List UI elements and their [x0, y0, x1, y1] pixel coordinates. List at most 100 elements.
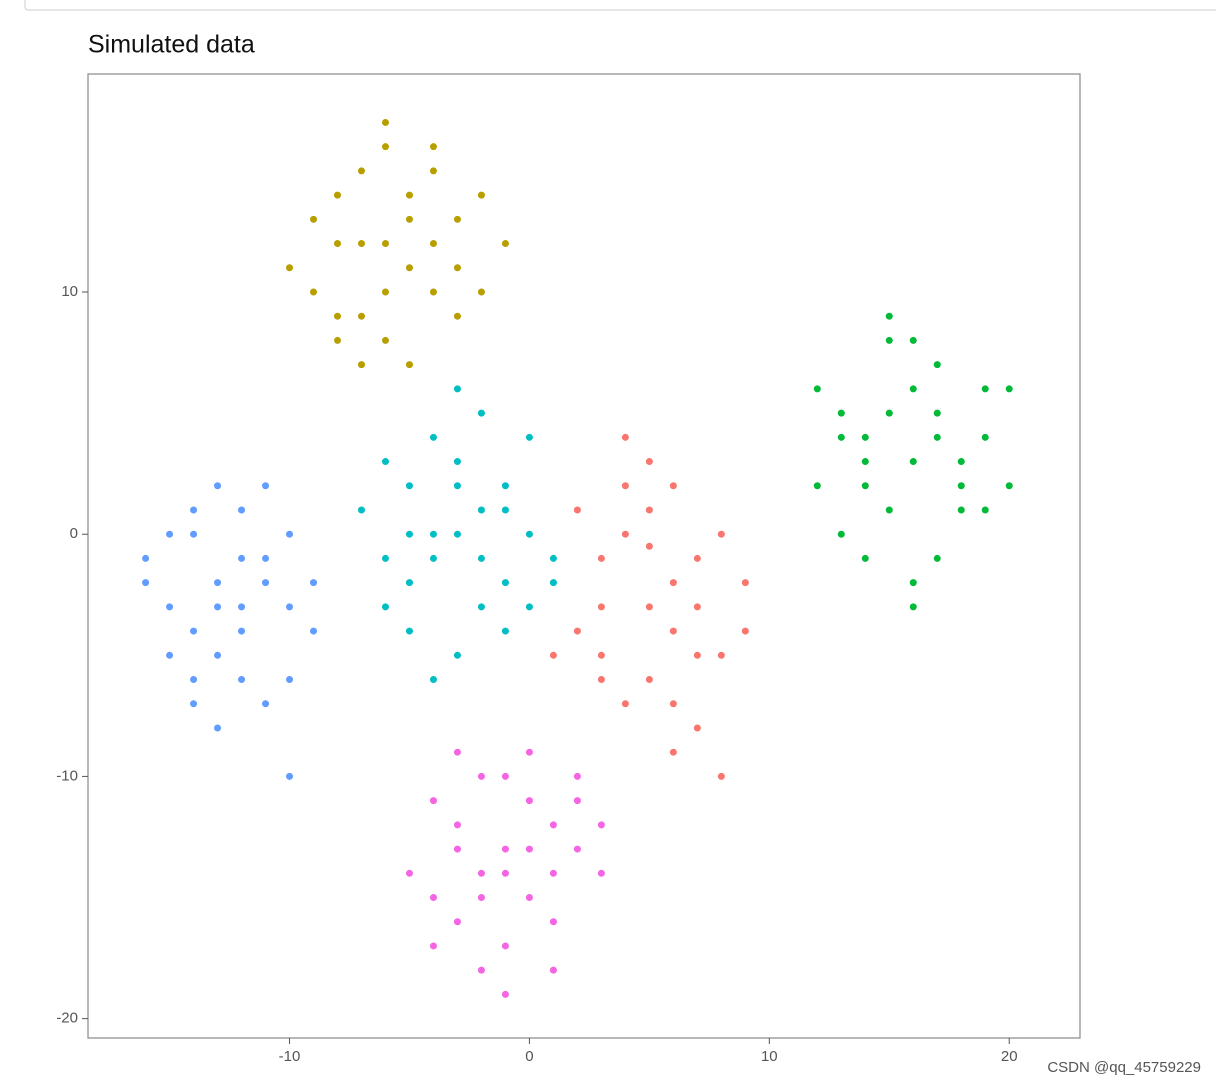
point: [933, 361, 941, 369]
point: [429, 676, 437, 684]
point: [405, 627, 413, 635]
point: [501, 772, 509, 780]
point: [525, 603, 533, 611]
point: [549, 821, 557, 829]
point: [190, 627, 198, 635]
point: [333, 336, 341, 344]
point: [861, 482, 869, 490]
x-tick-label: 10: [761, 1048, 778, 1065]
point: [477, 409, 485, 417]
point: [477, 506, 485, 514]
point: [286, 264, 294, 272]
point: [573, 627, 581, 635]
point: [166, 530, 174, 538]
point: [549, 869, 557, 877]
point: [669, 579, 677, 587]
point: [238, 627, 246, 635]
point: [933, 554, 941, 562]
point: [525, 845, 533, 853]
point: [381, 118, 389, 126]
point: [310, 215, 318, 223]
point: [645, 676, 653, 684]
point: [477, 191, 485, 199]
point: [813, 482, 821, 490]
point: [693, 724, 701, 732]
point: [238, 554, 246, 562]
x-tick-label: -10: [279, 1048, 301, 1065]
point: [669, 748, 677, 756]
point: [477, 554, 485, 562]
point: [501, 506, 509, 514]
top-box: [24, 0, 1216, 11]
point: [597, 651, 605, 659]
point: [381, 458, 389, 466]
point: [405, 482, 413, 490]
point: [501, 482, 509, 490]
chart-title: Simulated data: [88, 31, 255, 59]
point: [453, 264, 461, 272]
point: [405, 361, 413, 369]
point: [453, 748, 461, 756]
point: [525, 894, 533, 902]
point: [142, 554, 150, 562]
point: [525, 433, 533, 441]
point: [333, 240, 341, 248]
point: [837, 433, 845, 441]
point: [429, 942, 437, 950]
point: [453, 312, 461, 320]
point: [741, 627, 749, 635]
point: [669, 700, 677, 708]
point: [429, 797, 437, 805]
point: [214, 651, 222, 659]
point: [933, 433, 941, 441]
point: [453, 215, 461, 223]
point: [238, 603, 246, 611]
point: [190, 676, 198, 684]
point: [597, 869, 605, 877]
point: [1005, 385, 1013, 393]
point: [933, 409, 941, 417]
point: [549, 554, 557, 562]
point: [645, 506, 653, 514]
point: [477, 288, 485, 296]
point: [525, 748, 533, 756]
point: [645, 542, 653, 550]
point: [501, 869, 509, 877]
point: [645, 458, 653, 466]
point: [885, 312, 893, 320]
point: [573, 845, 581, 853]
point: [214, 482, 222, 490]
point: [429, 143, 437, 151]
point: [525, 797, 533, 805]
point: [405, 579, 413, 587]
point: [813, 385, 821, 393]
point: [549, 918, 557, 926]
point: [357, 506, 365, 514]
point: [357, 240, 365, 248]
point: [381, 336, 389, 344]
point: [501, 579, 509, 587]
point: [190, 506, 198, 514]
plot-frame: [87, 73, 1081, 1039]
point: [262, 579, 270, 587]
point: [885, 336, 893, 344]
point: [501, 240, 509, 248]
point: [381, 288, 389, 296]
point: [429, 167, 437, 175]
point: [693, 554, 701, 562]
point: [310, 288, 318, 296]
point: [453, 821, 461, 829]
point: [453, 458, 461, 466]
point: [909, 579, 917, 587]
point: [405, 191, 413, 199]
point: [429, 894, 437, 902]
point: [286, 603, 294, 611]
point: [405, 215, 413, 223]
point: [357, 361, 365, 369]
point: [981, 433, 989, 441]
point: [981, 506, 989, 514]
point: [214, 724, 222, 732]
point: [286, 530, 294, 538]
point: [741, 579, 749, 587]
